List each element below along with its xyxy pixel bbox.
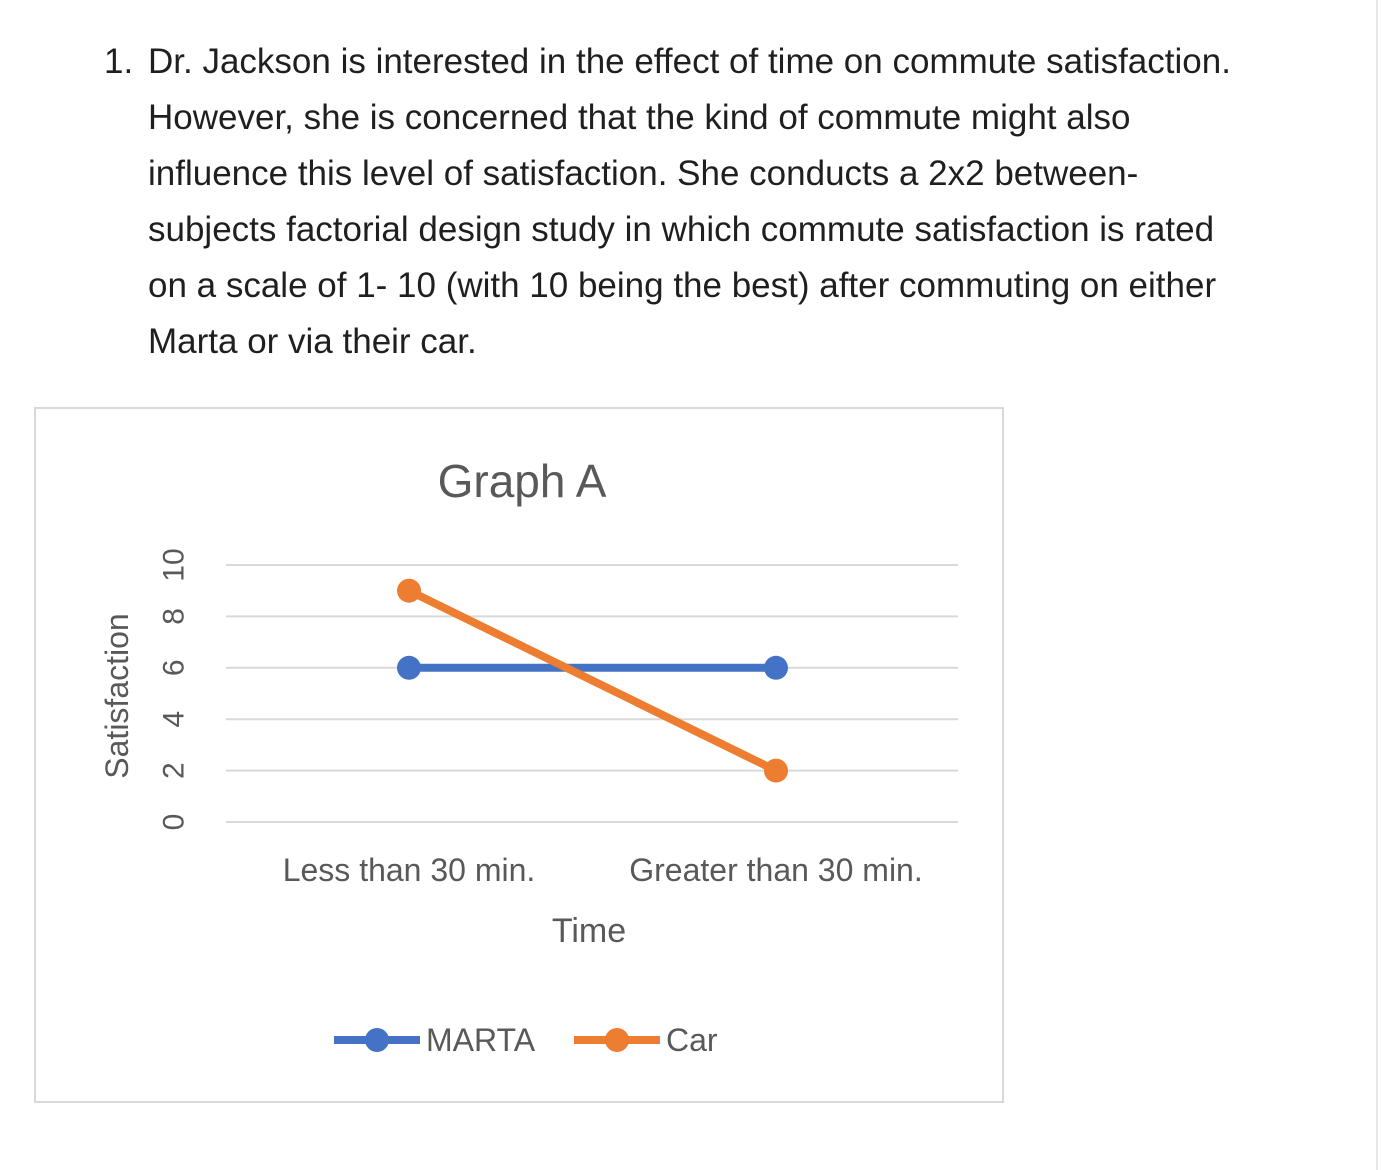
question-line: on a scale of 1- 10 (with 10 being the b… [148,266,1217,305]
legend-marker-marta [365,1028,389,1052]
line-chart: Graph A 0 2 4 6 8 10 Less than 30 min. Greater… [99,455,958,1058]
question-line: Dr. Jackson is interested in the effect … [148,42,1231,81]
y-tick-label: 8 [158,608,191,625]
x-tick-label: Less than 30 min. [283,852,536,888]
data-point-marta [764,655,788,680]
y-tick-label: 2 [158,762,191,779]
question-line: influence this level of satisfaction. Sh… [148,154,1139,193]
y-tick-label: 6 [158,659,191,676]
chart-legend: MARTA Car [334,1022,718,1058]
question-line: However, she is concerned that the kind … [148,98,1131,137]
chart-frame: Graph A 0 2 4 6 8 10 Less than 30 min. Greater… [34,407,1004,1103]
x-tick-label: Greater than 30 min. [629,852,922,888]
question-body: Dr. Jackson is interested in the effect … [104,34,1364,370]
legend-marker-car [605,1028,629,1052]
chart-title: Graph A [438,455,607,507]
x-axis-label: Time [552,912,626,950]
data-point-car [397,578,421,603]
y-tick-label: 10 [158,548,191,581]
y-axis-label: Satisfaction [99,613,135,778]
data-point-marta [397,655,421,680]
question-line: subjects factorial design study in which… [148,210,1215,249]
page-right-border [1376,0,1378,1170]
series-line-car [405,586,780,775]
legend-label-marta: MARTA [426,1022,536,1058]
legend-label-car: Car [666,1022,718,1058]
data-point-car [764,758,788,783]
question-number: 1. [104,42,134,81]
y-tick-label: 0 [158,814,191,831]
question-text: 1. Dr. Jackson is interested in the effe… [104,34,1364,370]
question-line: Marta or via their car. [148,322,477,361]
y-tick-label: 4 [158,711,191,728]
